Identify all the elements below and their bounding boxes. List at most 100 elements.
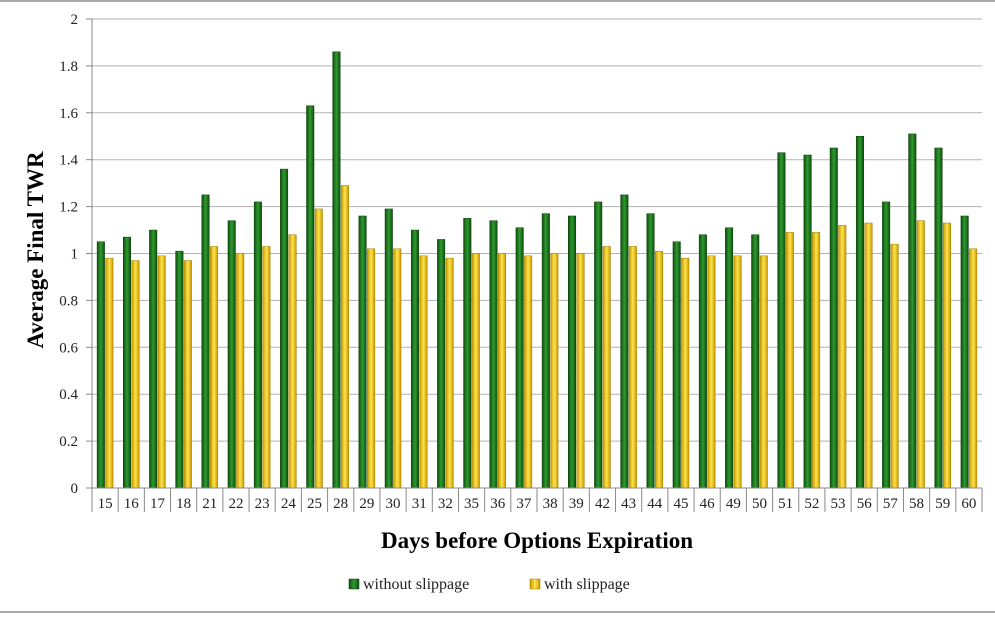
- bar-without-slippage: [201, 194, 210, 489]
- bar-without-slippage: [803, 154, 812, 489]
- bar-without-slippage: [594, 201, 603, 489]
- bar-without-slippage: [332, 51, 341, 489]
- legend-label-with-slippage: with slippage: [544, 576, 630, 593]
- bar-with-slippage: [550, 253, 559, 489]
- bar-without-slippage: [829, 147, 838, 489]
- x-tick-label: 46: [700, 496, 716, 512]
- bar-with-slippage: [393, 248, 402, 489]
- legend: without slippage with slippage: [348, 576, 630, 593]
- bar-without-slippage: [620, 194, 629, 489]
- bar-without-slippage: [882, 201, 891, 489]
- x-tick-label: 38: [543, 496, 558, 512]
- bar-without-slippage: [855, 136, 864, 489]
- x-tick-label: 25: [307, 496, 322, 512]
- bar-with-slippage: [183, 260, 192, 489]
- bar-with-slippage: [733, 255, 742, 489]
- y-axis-title: Average Final TWR: [23, 151, 48, 349]
- bar-without-slippage: [777, 152, 786, 489]
- bar-without-slippage: [646, 213, 655, 489]
- bar-with-slippage: [236, 253, 245, 489]
- x-tick-label: 51: [778, 496, 793, 512]
- x-tick-label: 56: [857, 496, 873, 512]
- bar-without-slippage: [253, 201, 262, 489]
- bar-without-slippage: [751, 234, 760, 489]
- bar-with-slippage: [812, 232, 821, 489]
- bar-without-slippage: [175, 250, 184, 489]
- bar-with-slippage: [288, 234, 297, 489]
- x-tick-label: 29: [359, 496, 374, 512]
- bar-with-slippage: [445, 257, 454, 489]
- x-tick-label: 45: [673, 496, 688, 512]
- grid: [92, 18, 982, 489]
- x-tick-label: 30: [386, 496, 401, 512]
- y-tick-label: 0.4: [59, 387, 78, 403]
- bar-with-slippage: [864, 222, 873, 489]
- bar-without-slippage: [515, 227, 524, 489]
- x-tick-label: 22: [228, 496, 243, 512]
- bar-without-slippage: [96, 241, 105, 489]
- bar-with-slippage: [785, 232, 794, 489]
- bar-with-slippage: [367, 248, 376, 489]
- bar-without-slippage: [437, 239, 446, 489]
- x-tick-label: 28: [333, 496, 348, 512]
- x-tick-label: 59: [935, 496, 950, 512]
- y-tick-label: 1.6: [59, 106, 78, 122]
- legend-swatch-without-slippage: [348, 578, 360, 590]
- bar-with-slippage: [759, 255, 768, 489]
- legend-swatch-with-slippage: [529, 578, 541, 590]
- bar-with-slippage: [942, 222, 951, 489]
- bar-without-slippage: [568, 215, 577, 489]
- bar-without-slippage: [489, 220, 498, 489]
- bar-with-slippage: [838, 225, 847, 489]
- x-tick-label: 21: [202, 496, 217, 512]
- bar-without-slippage: [960, 215, 969, 489]
- bar-without-slippage: [280, 168, 289, 489]
- y-tick-label: 1.2: [59, 200, 78, 216]
- bar-with-slippage: [419, 255, 428, 489]
- x-tick-label: 42: [595, 496, 610, 512]
- x-tick-label: 43: [621, 496, 636, 512]
- x-tick-label: 53: [831, 496, 846, 512]
- x-tick-label: 44: [647, 496, 663, 512]
- bar-with-slippage: [655, 250, 664, 489]
- bar-without-slippage: [934, 147, 943, 489]
- x-tick-label: 36: [490, 496, 506, 512]
- y-tick-label: 0.6: [59, 340, 78, 356]
- bar-without-slippage: [672, 241, 681, 489]
- bar-with-slippage: [497, 253, 506, 489]
- bar-without-slippage: [358, 215, 367, 489]
- y-tick-label: 0.8: [59, 293, 78, 309]
- bar-with-slippage: [628, 246, 637, 489]
- x-tick-label: 60: [961, 496, 976, 512]
- x-tick-label: 15: [98, 496, 113, 512]
- y-tick-label: 1.4: [59, 153, 78, 169]
- x-tick-label: 37: [516, 496, 532, 512]
- x-tick-label: 50: [752, 496, 767, 512]
- x-axis-title: Days before Options Expiration: [381, 528, 693, 553]
- bar-with-slippage: [471, 253, 480, 489]
- x-tick-label: 23: [255, 496, 270, 512]
- x-tick-label: 31: [412, 496, 427, 512]
- x-tick-label: 35: [464, 496, 479, 512]
- y-tick-label: 0: [71, 481, 79, 497]
- bars: [96, 51, 978, 489]
- bar-without-slippage: [227, 220, 236, 489]
- x-tick-label: 58: [909, 496, 924, 512]
- bar-with-slippage: [916, 220, 925, 489]
- bar-with-slippage: [890, 243, 899, 489]
- bar-without-slippage: [698, 234, 707, 489]
- bar-without-slippage: [541, 213, 550, 489]
- x-tick-label: 16: [124, 496, 140, 512]
- bar-with-slippage: [576, 253, 585, 489]
- x-tick-label: 57: [883, 496, 899, 512]
- x-tick-label: 39: [569, 496, 584, 512]
- x-tick-label: 49: [726, 496, 741, 512]
- bar-with-slippage: [707, 255, 716, 489]
- axes: [86, 18, 983, 512]
- y-tick-label: 2: [71, 12, 79, 28]
- bar-without-slippage: [725, 227, 734, 489]
- bar-with-slippage: [314, 208, 323, 489]
- bar-with-slippage: [681, 257, 690, 489]
- bar-with-slippage: [340, 185, 349, 489]
